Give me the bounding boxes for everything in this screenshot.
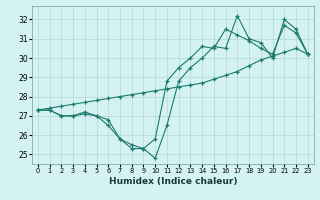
X-axis label: Humidex (Indice chaleur): Humidex (Indice chaleur) (108, 177, 237, 186)
